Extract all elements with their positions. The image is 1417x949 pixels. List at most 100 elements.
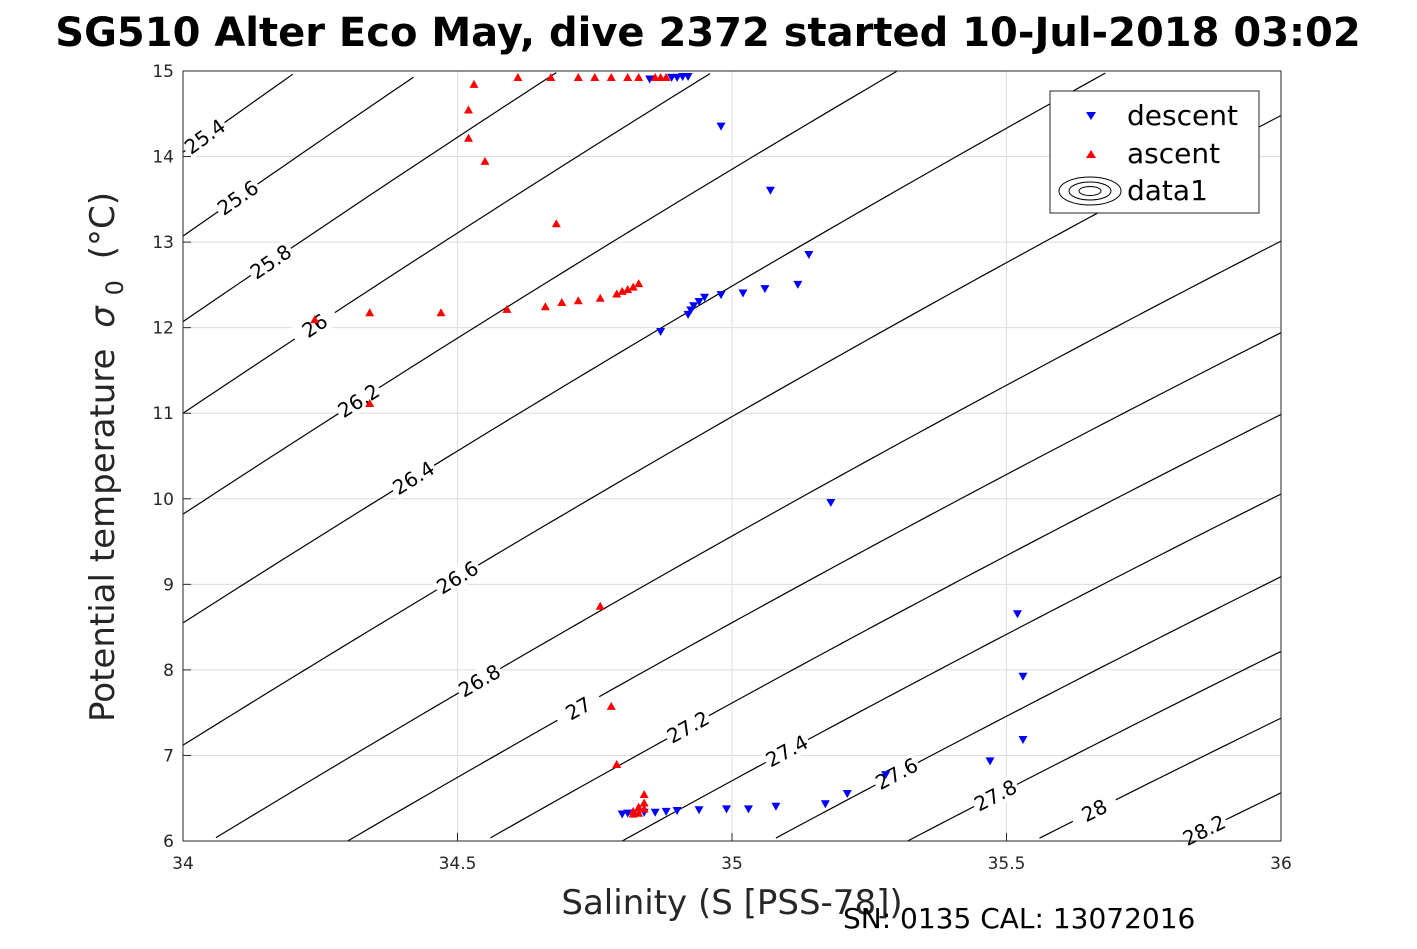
x-tick-label: 36 [1270,854,1292,874]
ascent-point [590,72,600,81]
legend-data1-label: data1 [1127,174,1208,207]
descent-point [700,293,710,302]
ascent-point [612,760,622,768]
ascent-point [469,79,479,88]
descent-point [842,789,852,798]
contour-label-bg [760,729,814,773]
ascent-point [557,298,567,306]
descent-point [771,802,781,811]
y-tick-label: 13 [152,233,174,253]
descent-point [689,302,699,311]
y-tick-label: 6 [163,832,174,852]
contour-label-bg [211,175,264,221]
y-tick-label: 10 [152,490,174,510]
y-axis-label: Potential temperature σ 0 (°C) [83,192,129,722]
descent-point [661,807,671,816]
descent-point [738,289,748,298]
descent-point [656,327,666,336]
ascent-point [634,808,644,817]
legend-ascent-marker [1086,150,1096,158]
ascent-point [365,398,375,407]
ascent-point [623,285,633,294]
ascent-point [639,798,649,807]
isopycnal-line [182,73,711,414]
ascent-point [365,308,375,317]
y-axis-label-unit: (°C) [83,192,123,259]
isopycnal-line [347,332,1282,842]
descent-point [826,499,836,508]
ascent-point [463,133,473,142]
descent-point [765,186,775,195]
legend-descent-label: descent [1127,99,1238,132]
ascent-point [628,282,638,291]
x-axis-label: Salinity (S [PSS-78]) [561,883,902,923]
descent-point [820,800,830,809]
ascent-point [513,72,523,81]
contour-label-bg [332,378,385,423]
serial-calibration-footer: SN: 0135 CAL: 13072016 [843,902,1195,935]
ascent-point [573,296,583,305]
isopycnal-line [775,576,1282,839]
descent-point [645,75,655,84]
legend-ascent-label: ascent [1127,137,1220,170]
ascent-point [436,308,446,317]
descent-point [617,810,627,819]
ascent-point [639,789,649,798]
data-series [310,72,1028,819]
ascent-point [546,72,556,81]
descent-point [722,805,732,814]
descent-point [881,771,891,780]
isopycnal-line [907,650,1282,842]
contour-label-bg [288,303,341,349]
ascent-point [502,304,512,313]
isopycnal-line [490,413,1282,839]
contour-label-bg [387,456,440,500]
x-tick-label: 35 [721,854,743,874]
x-tick-label: 34.5 [439,854,477,874]
ascent-point [540,302,550,311]
descent-point [716,291,726,300]
descent-point [1012,610,1022,619]
descent-point [793,280,803,289]
descent-point [1018,736,1028,745]
x-tick-label: 35.5 [988,854,1026,874]
isopycnal-line [182,72,557,323]
legend-descent-marker [1086,112,1096,120]
y-tick-label: 11 [152,404,174,424]
legend-box [1049,90,1260,214]
y-tick-label: 7 [163,746,174,766]
descent-point [694,298,704,306]
ascent-point [639,804,649,813]
y-axis-ticks: 6 7 8 9 10 11 12 13 14 15 [152,62,191,852]
contour-label-bg [870,752,924,795]
ascent-point [595,601,605,610]
isopycnal-line [621,493,1282,842]
descent-point [1018,672,1028,681]
ascent-point [606,72,616,81]
contour-label-bg [1177,809,1231,851]
contour-label-bg [969,774,1022,817]
descent-point [716,122,726,131]
contour-label-bg [431,555,484,600]
ascent-point [661,72,671,81]
ascent-point [634,72,644,81]
descent-point [743,805,753,814]
ascent-point [463,105,473,114]
series-descent [617,72,1028,819]
descent-point [804,250,814,259]
y-tick-label: 9 [163,575,174,595]
legend: descent ascent data1 [1049,90,1260,214]
y-tick-label: 8 [163,661,174,681]
contour-label-bg [453,659,506,703]
y-tick-label: 15 [152,62,174,82]
descent-point [672,73,682,82]
ascent-point [551,219,561,228]
ascent-point [310,315,320,324]
legend-contour-icon [1058,176,1122,206]
isopycnal-line [182,72,1106,624]
ascent-point [595,293,605,302]
descent-point [985,757,995,766]
ascent-point [606,701,616,710]
